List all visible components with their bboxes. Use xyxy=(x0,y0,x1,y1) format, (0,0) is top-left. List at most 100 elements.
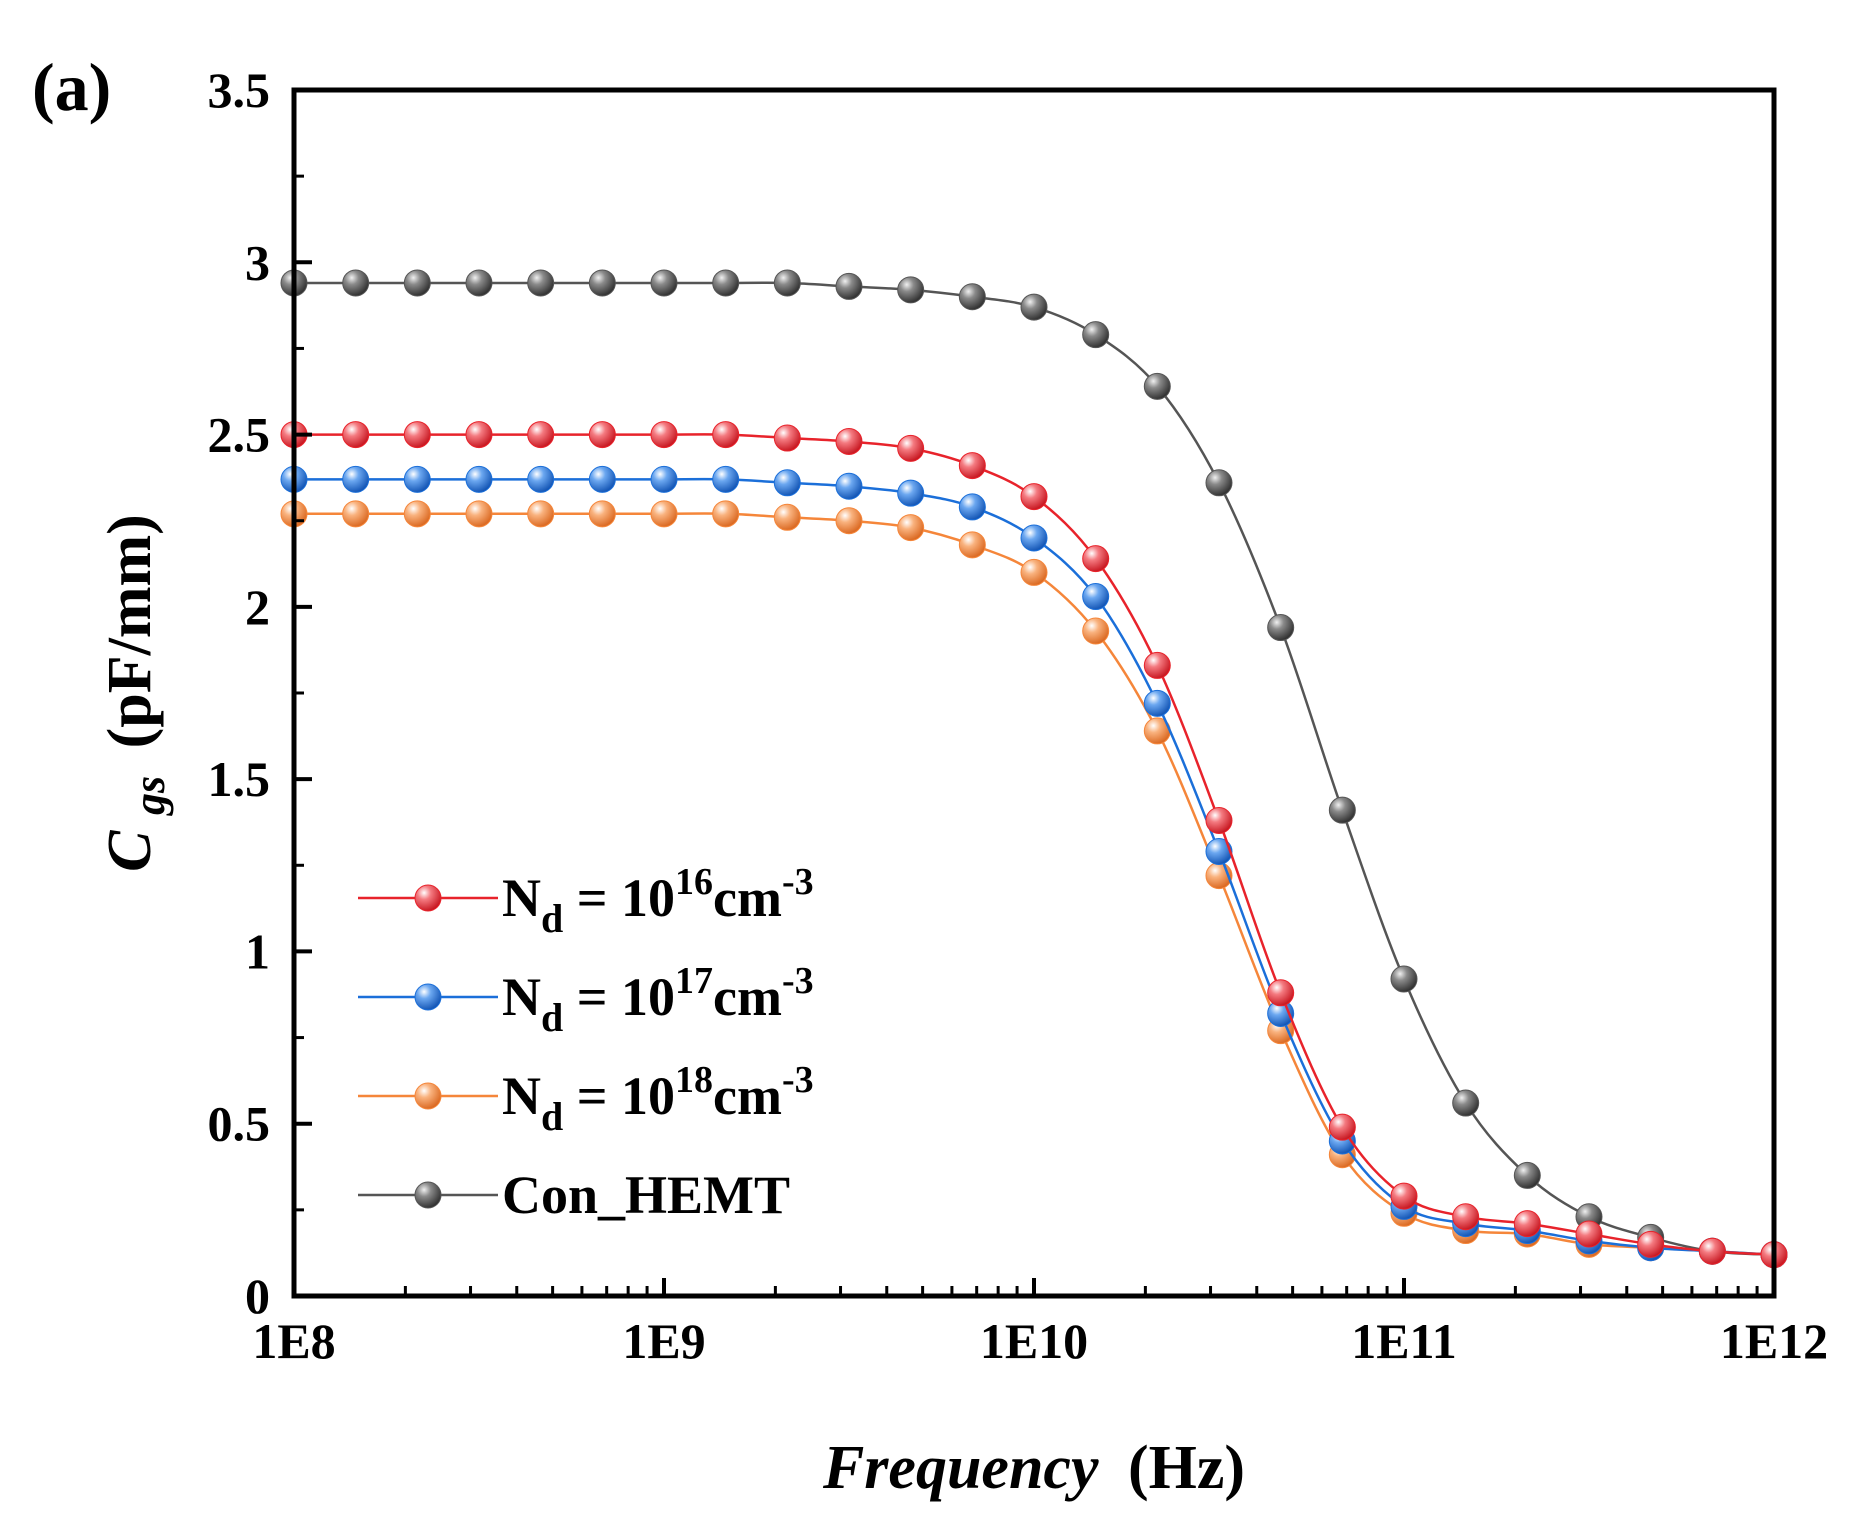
legend-label-part: N xyxy=(502,868,541,928)
x-axis-title: Frequency (Hz) xyxy=(822,1434,1245,1502)
data-point xyxy=(650,269,678,297)
y-tick-label: 0 xyxy=(245,1268,270,1324)
data-point xyxy=(1082,617,1110,645)
data-point xyxy=(1637,1230,1665,1258)
y-axis-title-sub: gs xyxy=(125,776,174,816)
data-point xyxy=(1267,979,1295,1007)
data-point xyxy=(1390,1182,1418,1210)
data-point xyxy=(712,269,740,297)
legend-label-part: cm xyxy=(713,967,782,1027)
legend-label-part: cm xyxy=(713,868,782,928)
y-axis-title-main: C xyxy=(96,830,164,872)
data-point xyxy=(1082,583,1110,611)
data-point xyxy=(712,421,740,449)
legend-label: Nd = 1016cm-3 xyxy=(502,861,814,941)
legend-entry-1: Nd = 1017cm-3 xyxy=(358,960,814,1040)
legend-marker xyxy=(414,1082,442,1110)
data-point xyxy=(1143,372,1171,400)
legend-label-part: d xyxy=(541,995,563,1040)
series-line xyxy=(294,477,1775,1256)
legend-label-part: = 10 xyxy=(563,967,675,1027)
y-tick-label: 3.5 xyxy=(208,62,271,118)
data-point xyxy=(1143,689,1171,717)
series-line xyxy=(293,281,1775,1256)
y-tick-label: 2.5 xyxy=(208,407,271,463)
legend-label-part: 18 xyxy=(675,1059,713,1101)
data-point xyxy=(1513,1161,1541,1189)
y-tick-label: 2 xyxy=(245,579,270,635)
data-point xyxy=(958,283,986,311)
data-point xyxy=(403,465,431,493)
data-point xyxy=(1328,796,1356,824)
data-point xyxy=(897,479,925,507)
y-tick-label: 1 xyxy=(245,923,270,979)
legend-label-part: 17 xyxy=(675,960,713,1002)
legend-label-part: cm xyxy=(713,1066,782,1126)
data-point xyxy=(835,472,863,500)
x-axis: 1E8 1E9 1E10 1E11 1E12 xyxy=(252,1278,1828,1369)
data-point xyxy=(527,421,555,449)
data-point xyxy=(835,507,863,535)
data-point xyxy=(712,500,740,528)
legend-marker xyxy=(414,983,442,1011)
data-point xyxy=(712,465,740,493)
data-point xyxy=(1020,293,1048,321)
data-point xyxy=(403,500,431,528)
data-point xyxy=(650,465,678,493)
data-point xyxy=(958,452,986,480)
legend-entry-2: Nd = 1018cm-3 xyxy=(358,1059,814,1139)
data-point xyxy=(835,272,863,300)
x-tick-label: 1E8 xyxy=(252,1313,335,1369)
legend-marker xyxy=(414,884,442,912)
data-point xyxy=(465,421,493,449)
legend-entry-0: Nd = 1016cm-3 xyxy=(358,861,814,941)
data-point xyxy=(527,269,555,297)
panel-label: (a) xyxy=(32,49,111,125)
data-point xyxy=(1205,806,1233,834)
y-tick-label: 0.5 xyxy=(208,1096,271,1152)
data-point xyxy=(897,434,925,462)
data-point xyxy=(650,500,678,528)
data-point xyxy=(527,500,555,528)
data-point xyxy=(342,500,370,528)
series-layer xyxy=(280,269,1788,1269)
y-axis-title-unit: (pF/mm) xyxy=(96,514,164,748)
data-point xyxy=(1390,965,1418,993)
legend-label: Nd = 1017cm-3 xyxy=(502,960,814,1040)
data-point xyxy=(1020,558,1048,586)
data-point xyxy=(588,269,616,297)
data-point xyxy=(1328,1113,1356,1141)
data-point xyxy=(403,421,431,449)
data-point xyxy=(527,465,555,493)
data-point xyxy=(835,427,863,455)
data-point xyxy=(1267,614,1295,642)
data-point xyxy=(342,269,370,297)
legend-label: Nd = 1018cm-3 xyxy=(502,1059,814,1139)
data-point xyxy=(588,465,616,493)
legend-label-part: d xyxy=(541,1094,563,1139)
legend-label-part: = 10 xyxy=(563,868,675,928)
data-point xyxy=(773,269,801,297)
data-point xyxy=(465,465,493,493)
data-point xyxy=(1143,651,1171,679)
y-tick-label: 1.5 xyxy=(208,751,271,807)
data-point xyxy=(897,514,925,542)
data-point xyxy=(1205,838,1233,866)
series-1 xyxy=(280,465,1788,1269)
data-point xyxy=(1205,469,1233,497)
data-point xyxy=(773,424,801,452)
data-point xyxy=(342,421,370,449)
data-point xyxy=(1513,1210,1541,1238)
legend-label: Con_HEMT xyxy=(502,1165,790,1225)
legend-label-part: -3 xyxy=(782,960,814,1002)
legend-marker xyxy=(414,1181,442,1209)
series-line xyxy=(294,433,1775,1256)
legend: Nd = 1016cm-3Nd = 1017cm-3Nd = 1018cm-3C… xyxy=(358,861,814,1225)
legend-label-part: -3 xyxy=(782,861,814,903)
legend-label-part: = 10 xyxy=(563,1066,675,1126)
legend-label-part: d xyxy=(541,896,563,941)
data-point xyxy=(465,269,493,297)
x-tick-label: 1E10 xyxy=(980,1313,1088,1369)
legend-label-part: N xyxy=(502,967,541,1027)
